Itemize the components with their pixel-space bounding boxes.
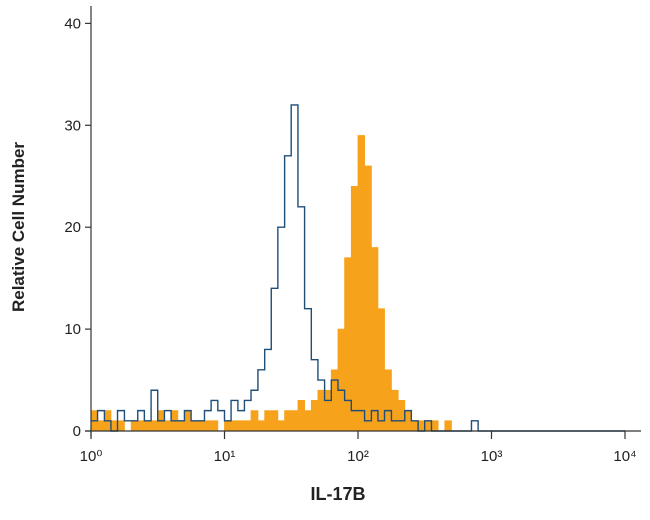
y-tick-label: 30 bbox=[64, 117, 81, 134]
x-axis-label: IL-17B bbox=[310, 484, 365, 504]
y-axis-label: Relative Cell Number bbox=[9, 142, 28, 312]
x-tick-label: 10² bbox=[347, 448, 369, 465]
x-tick-label: 10³ bbox=[481, 448, 503, 465]
x-tick-label: 10⁴ bbox=[613, 448, 636, 465]
y-tick-label: 0 bbox=[73, 423, 81, 440]
x-tick-label: 10⁰ bbox=[80, 448, 103, 465]
y-tick-label: 10 bbox=[64, 321, 81, 338]
histogram-area bbox=[90, 135, 625, 432]
histogram-line bbox=[91, 104, 625, 432]
y-tick-label: 40 bbox=[64, 15, 81, 32]
y-tick-label: 20 bbox=[64, 219, 81, 236]
x-tick-label: 10¹ bbox=[214, 448, 236, 465]
